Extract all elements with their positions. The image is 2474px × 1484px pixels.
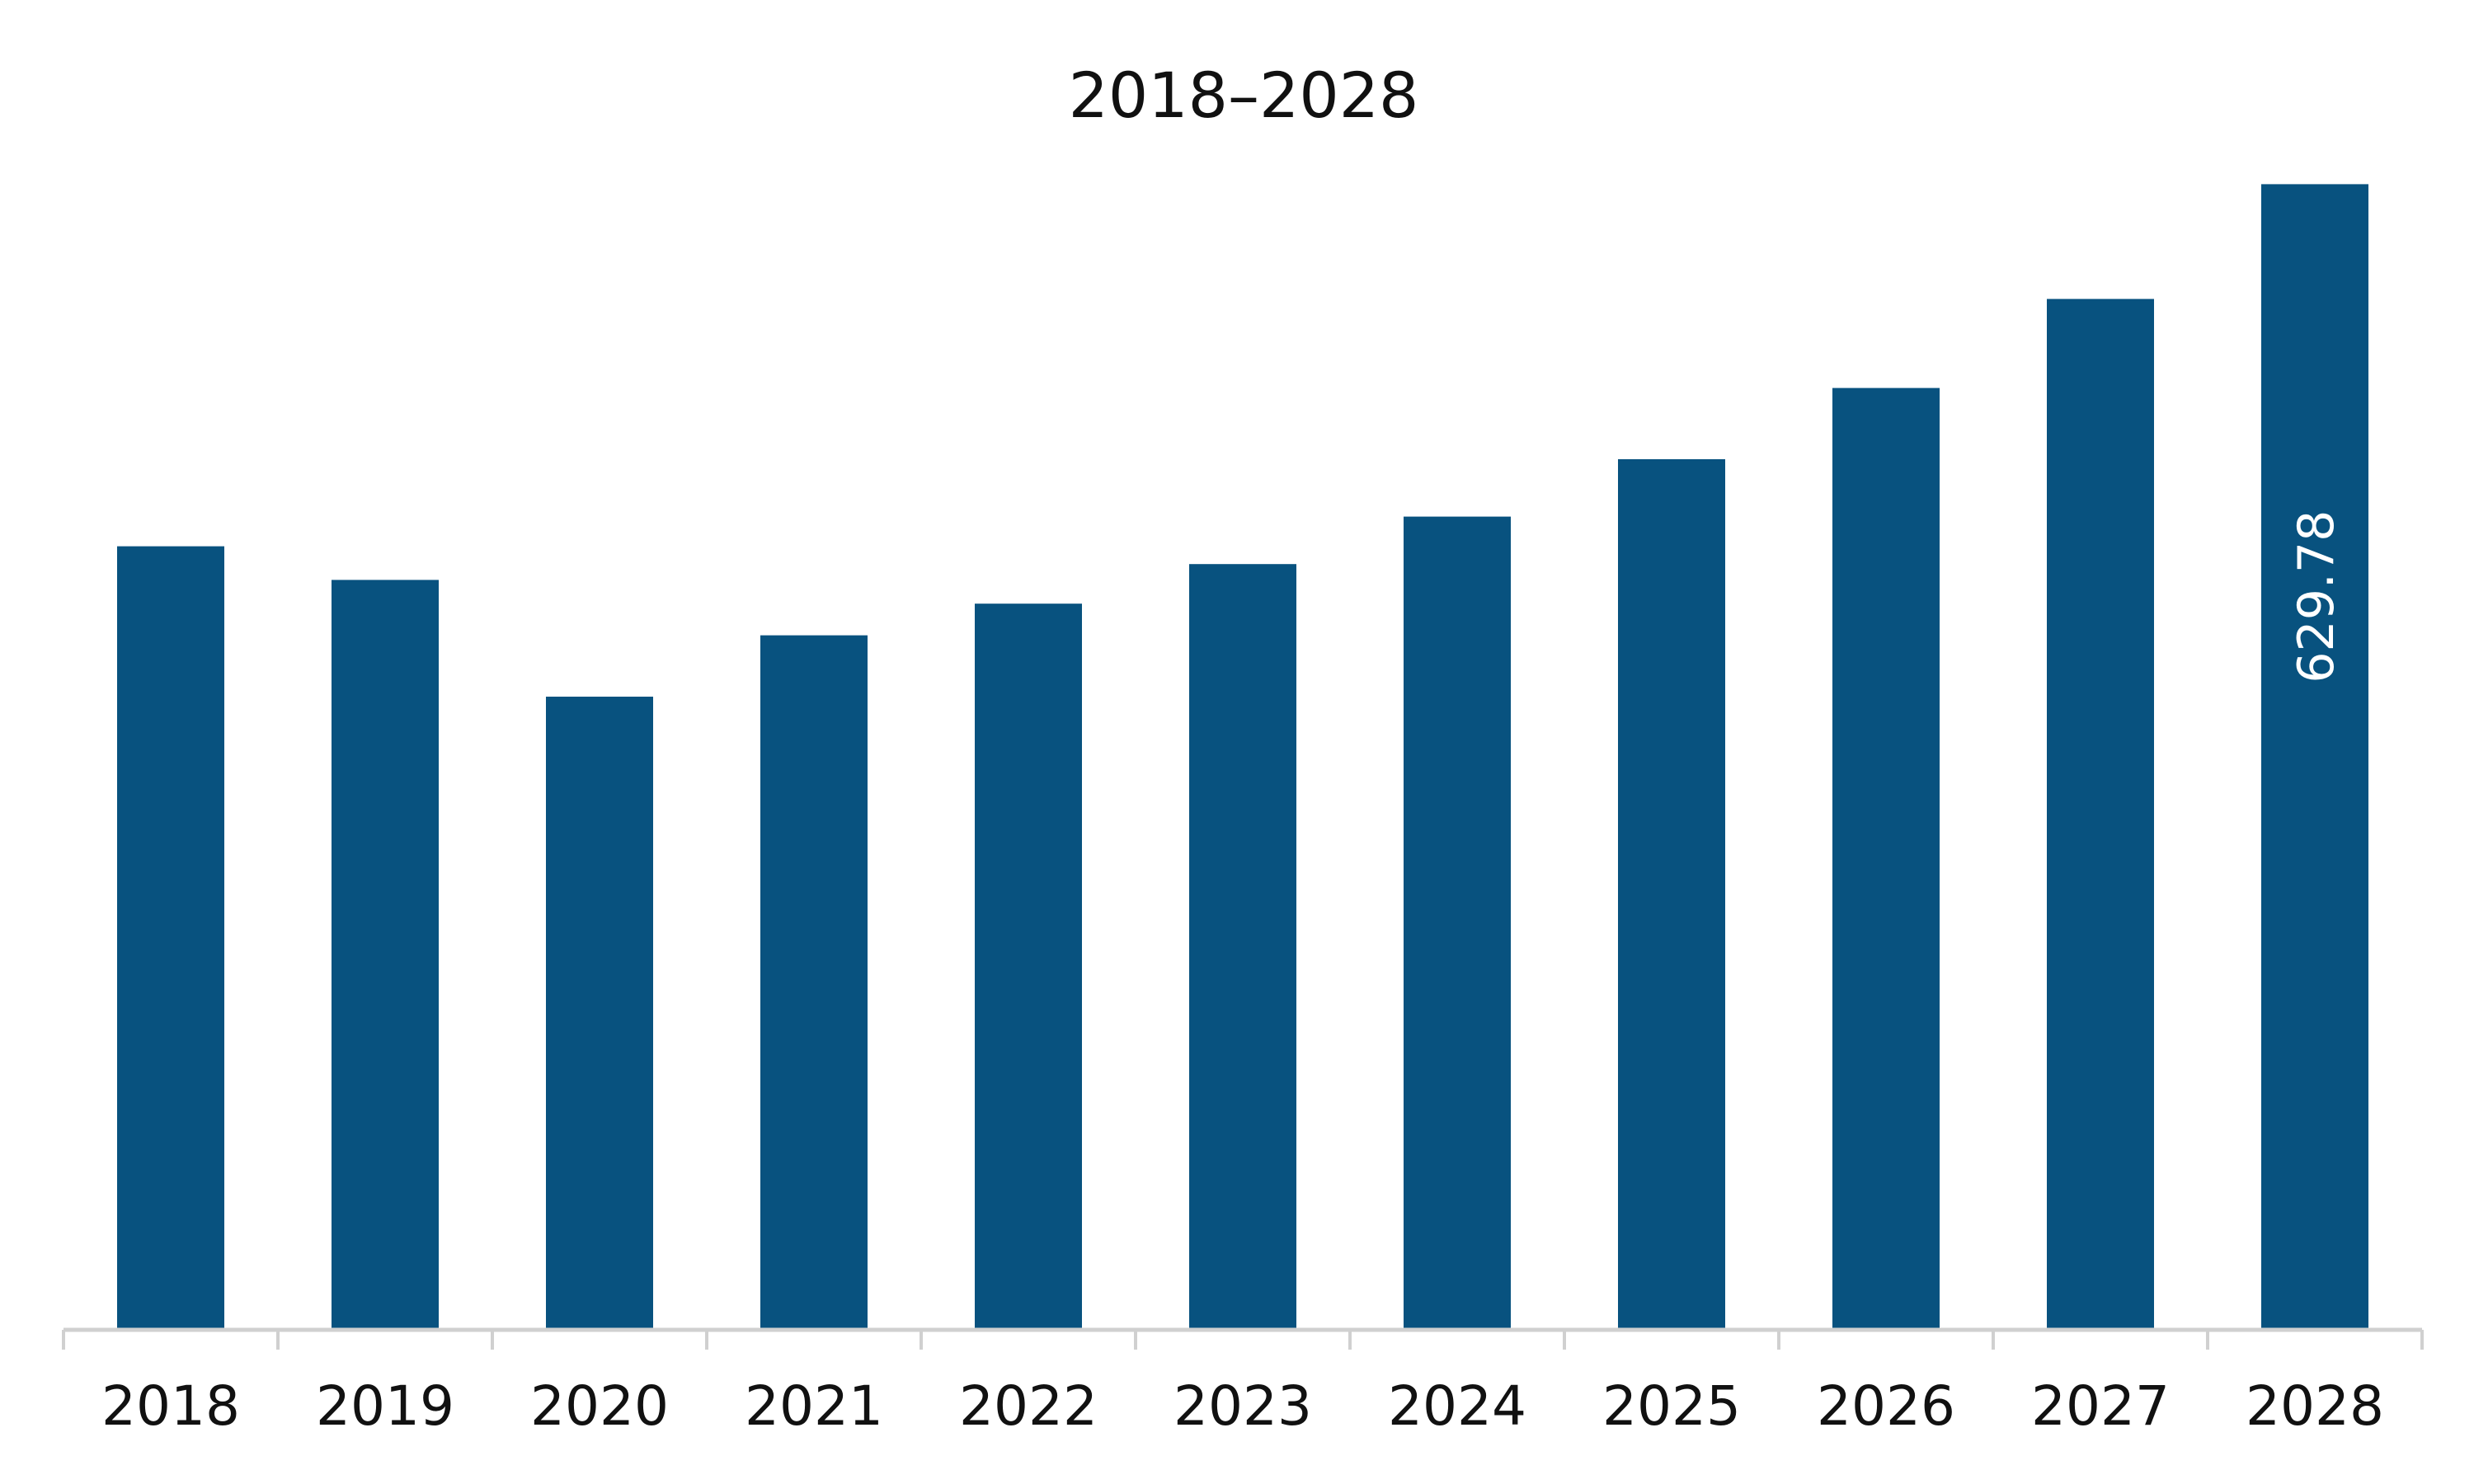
x-tick-label: 2025 xyxy=(1602,1374,1741,1438)
x-tick-label: 2020 xyxy=(530,1374,669,1438)
tick-labels: 2018 2019 2020 2021 2022 2023 2024 2025 2026 2027… xyxy=(101,1374,2384,1438)
bar-2022 xyxy=(975,603,1082,1330)
x-tick-label: 2022 xyxy=(959,1374,1098,1438)
bar-2021 xyxy=(760,635,868,1330)
bar-2019 xyxy=(332,580,439,1330)
x-axis xyxy=(62,1327,2424,1350)
x-tick-label: 2024 xyxy=(1388,1374,1526,1438)
bar-2025 xyxy=(1618,459,1725,1330)
bar-2018 xyxy=(117,546,224,1330)
bar-2028 xyxy=(2261,184,2368,1330)
bar-2024 xyxy=(1404,516,1511,1330)
data-labels: 629.78 xyxy=(2288,510,2345,683)
bar-2023 xyxy=(1189,564,1296,1330)
x-tick-label: 2021 xyxy=(745,1374,883,1438)
x-tick-label: 2018 xyxy=(101,1374,240,1438)
chart-title: 2018–2028 xyxy=(1069,59,1419,132)
x-tick-label: 2027 xyxy=(2031,1374,2170,1438)
x-tick-label: 2023 xyxy=(1174,1374,1312,1438)
x-tick-label: 2019 xyxy=(316,1374,454,1438)
bar-2027 xyxy=(2047,298,2154,1331)
bar-2026 xyxy=(1832,387,1940,1331)
x-tick-label: 2026 xyxy=(1817,1374,1955,1438)
data-label: 629.78 xyxy=(2288,510,2345,683)
bar-2020 xyxy=(546,697,653,1330)
bars-layer xyxy=(117,184,2368,1331)
x-tick-label: 2028 xyxy=(2246,1374,2384,1438)
